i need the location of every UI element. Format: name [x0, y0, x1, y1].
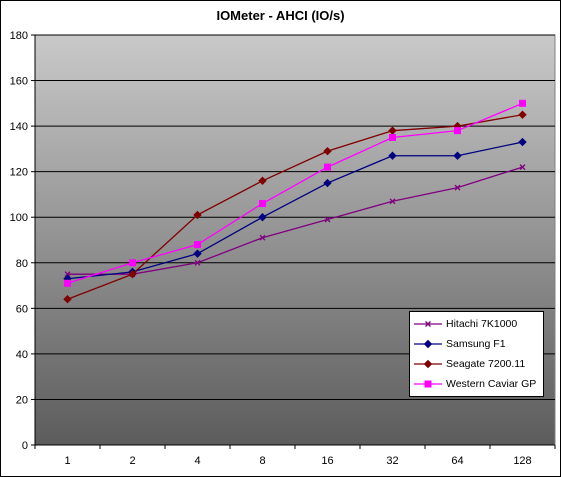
data-point [258, 176, 267, 185]
data-point [128, 269, 137, 279]
data-point [324, 216, 331, 223]
series-seagate-7200-11 [63, 110, 527, 304]
data-point [193, 249, 202, 258]
y-tick-label: 80 [16, 258, 28, 270]
y-tick-label: 140 [10, 121, 28, 133]
y-tick-label: 180 [10, 30, 28, 42]
y-tick-label: 160 [10, 76, 28, 88]
legend-item: Seagate 7200.11 [413, 354, 543, 374]
data-point [64, 279, 71, 287]
data-point [454, 127, 461, 135]
data-point [453, 151, 462, 160]
legend-swatch [414, 339, 442, 349]
chart-title: IOMeter - AHCI (IO/s) [216, 8, 345, 23]
x-tick-label: 64 [451, 455, 463, 467]
data-point [389, 198, 396, 205]
series-line [67, 102, 523, 284]
data-point [259, 200, 266, 208]
data-point [518, 110, 527, 119]
data-point [454, 184, 461, 191]
legend-swatch [414, 321, 442, 327]
data-point [194, 259, 201, 266]
legend-item: Hitachi 7K1000 [413, 314, 543, 334]
legend-swatch [414, 380, 442, 388]
y-tick-label: 0 [22, 440, 28, 452]
x-tick-label: 1 [64, 455, 70, 467]
legend-label: Seagate 7200.11 [446, 358, 526, 370]
legend-label: Hitachi 7K1000 [446, 318, 518, 330]
series-western-caviar-gp [64, 99, 526, 287]
series-line [67, 166, 523, 275]
x-tick-label: 32 [386, 455, 398, 467]
y-tick-label: 120 [10, 167, 28, 179]
legend-swatch [414, 359, 442, 369]
legend-item: Western Caviar GP [413, 374, 543, 394]
data-point [518, 137, 527, 147]
x-tick-label: 128 [513, 455, 531, 467]
series-line [67, 141, 523, 280]
data-point [519, 99, 526, 107]
data-point [129, 259, 136, 267]
data-point [388, 151, 397, 160]
data-point [64, 271, 71, 278]
data-point [389, 134, 396, 141]
chart-legend: Hitachi 7K1000 Samsung F1 Seagate 7200.11 W… [409, 311, 544, 397]
data-point [425, 321, 431, 327]
legend-label: Samsung F1 [446, 338, 506, 350]
data-point [259, 234, 266, 241]
data-point [423, 339, 433, 349]
data-point [324, 163, 331, 171]
x-tick-label: 8 [259, 455, 265, 467]
data-point [323, 146, 332, 156]
y-tick-label: 40 [16, 349, 28, 361]
y-tick-label: 20 [16, 394, 28, 406]
x-tick-label: 2 [129, 455, 135, 467]
y-tick-label: 60 [16, 303, 28, 315]
data-point [323, 178, 332, 188]
x-tick-label: 4 [194, 455, 200, 467]
x-tick-label: 16 [321, 455, 333, 467]
data-point [193, 210, 202, 220]
data-point [423, 359, 433, 369]
y-tick-label: 100 [10, 212, 28, 224]
legend-label: Western Caviar GP [446, 378, 537, 390]
data-point [519, 164, 526, 171]
data-point [63, 295, 72, 304]
legend-item: Samsung F1 [413, 334, 543, 354]
data-point [194, 241, 201, 249]
data-point [424, 380, 432, 388]
data-point [258, 213, 267, 222]
series-line [67, 114, 523, 300]
